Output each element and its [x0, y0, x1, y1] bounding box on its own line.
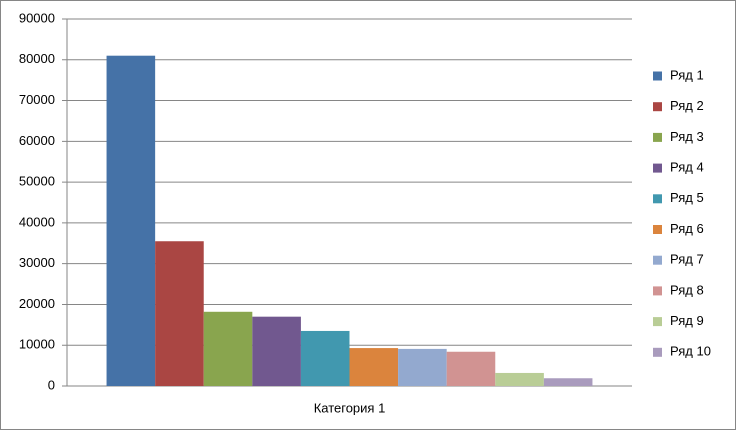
legend-swatch: [653, 225, 662, 234]
bar: [155, 241, 204, 386]
legend-swatch: [653, 163, 662, 173]
legend-label: Ряд 10: [670, 344, 711, 359]
legend-label: Ряд 4: [670, 160, 704, 175]
legend-label: Ряд 2: [670, 98, 704, 113]
legend-swatch: [653, 102, 662, 112]
legend-label: Ряд 1: [670, 67, 704, 82]
bar: [446, 351, 496, 386]
legend-swatch: [653, 132, 662, 142]
legend-swatch: [653, 255, 662, 265]
legend-label: Ряд 9: [670, 313, 704, 328]
bar: [495, 372, 544, 386]
legend-label: Ряд 8: [670, 282, 704, 297]
bar: [252, 316, 301, 386]
bar: [349, 348, 399, 386]
legend-label: Ряд 5: [670, 190, 704, 205]
legend-label: Ряд 7: [670, 252, 704, 267]
legend-swatch: [653, 347, 662, 357]
legend-swatch: [653, 194, 662, 204]
legend-swatch: [653, 286, 662, 296]
legend-label: Ряд 3: [670, 129, 704, 144]
y-tick-label: 50000: [19, 174, 55, 189]
y-tick-label: 20000: [19, 296, 55, 311]
bar: [203, 311, 253, 386]
bar: [543, 378, 593, 386]
bar: [106, 55, 156, 386]
y-tick-label: 0: [48, 377, 55, 392]
y-tick-label: 90000: [19, 10, 55, 25]
y-tick-label: 10000: [19, 337, 55, 352]
y-tick-label: 80000: [19, 51, 55, 66]
y-tick-label: 30000: [19, 255, 55, 270]
legend-swatch: [653, 71, 662, 81]
bar: [398, 348, 447, 386]
y-tick-label: 60000: [19, 133, 55, 148]
legend-swatch: [653, 317, 662, 327]
y-tick-label: 70000: [19, 92, 55, 107]
y-tick-label: 40000: [19, 214, 55, 229]
legend-label: Ряд 6: [670, 221, 704, 236]
bar: [300, 330, 350, 386]
x-tick-label: Категория 1: [314, 400, 386, 415]
